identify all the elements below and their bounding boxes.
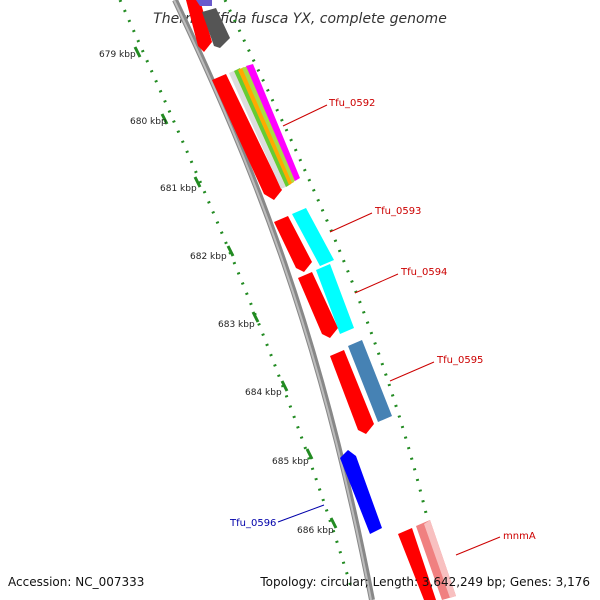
gene-feature[interactable] (316, 264, 354, 334)
cds-feature[interactable] (340, 450, 382, 534)
gene-label[interactable]: Tfu_0596 (229, 518, 276, 529)
gene-feature[interactable] (348, 340, 392, 422)
cds-feature[interactable] (398, 528, 436, 600)
tick-label: 680 kbp (130, 117, 167, 127)
tick-label: 686 kbp (297, 526, 334, 536)
tick-label: 684 kbp (245, 388, 282, 398)
genome-backbone-highlight (173, 0, 372, 600)
annotation-stripes (229, 64, 300, 189)
tick-labels: 679 kbp 680 kbp 681 kbp 682 kbp 683 kbp … (99, 50, 334, 536)
tick-label: 683 kbp (218, 320, 255, 330)
leader-lines (277, 104, 501, 556)
tick-label: 685 kbp (272, 457, 309, 467)
cds-feature[interactable] (186, 0, 212, 52)
gene-label[interactable]: Tfu_0594 (400, 267, 447, 278)
cds-feature[interactable] (298, 272, 338, 338)
gene-labels: Tfu_0592 Tfu_0593 Tfu_0594 Tfu_0595 Tfu_… (229, 98, 536, 542)
tick-label: 681 kbp (160, 184, 197, 194)
tick-label: 682 kbp (190, 252, 227, 262)
gene-feature[interactable] (202, 8, 230, 48)
cds-feature[interactable] (274, 216, 312, 272)
genome-summary-text: Topology: circular; Length: 3,642,249 bp… (259, 575, 590, 589)
tick-marks (133, 46, 338, 529)
cds-feature[interactable] (330, 350, 374, 434)
cds-feature[interactable] (196, 0, 212, 6)
gene-label[interactable]: Tfu_0592 (328, 98, 375, 109)
cds-feature[interactable] (212, 74, 282, 200)
map-title: Thermobifida fusca YX, complete genome (153, 11, 447, 27)
accession-text: Accession: NC_007333 (8, 575, 144, 589)
gene-label[interactable]: Tfu_0593 (374, 206, 421, 217)
gene-feature-light (424, 520, 456, 598)
tick-label: 679 kbp (99, 50, 136, 60)
gene-feature[interactable] (292, 208, 334, 266)
gene-label[interactable]: mnmA (503, 531, 536, 542)
gene-label[interactable]: Tfu_0595 (436, 355, 483, 366)
